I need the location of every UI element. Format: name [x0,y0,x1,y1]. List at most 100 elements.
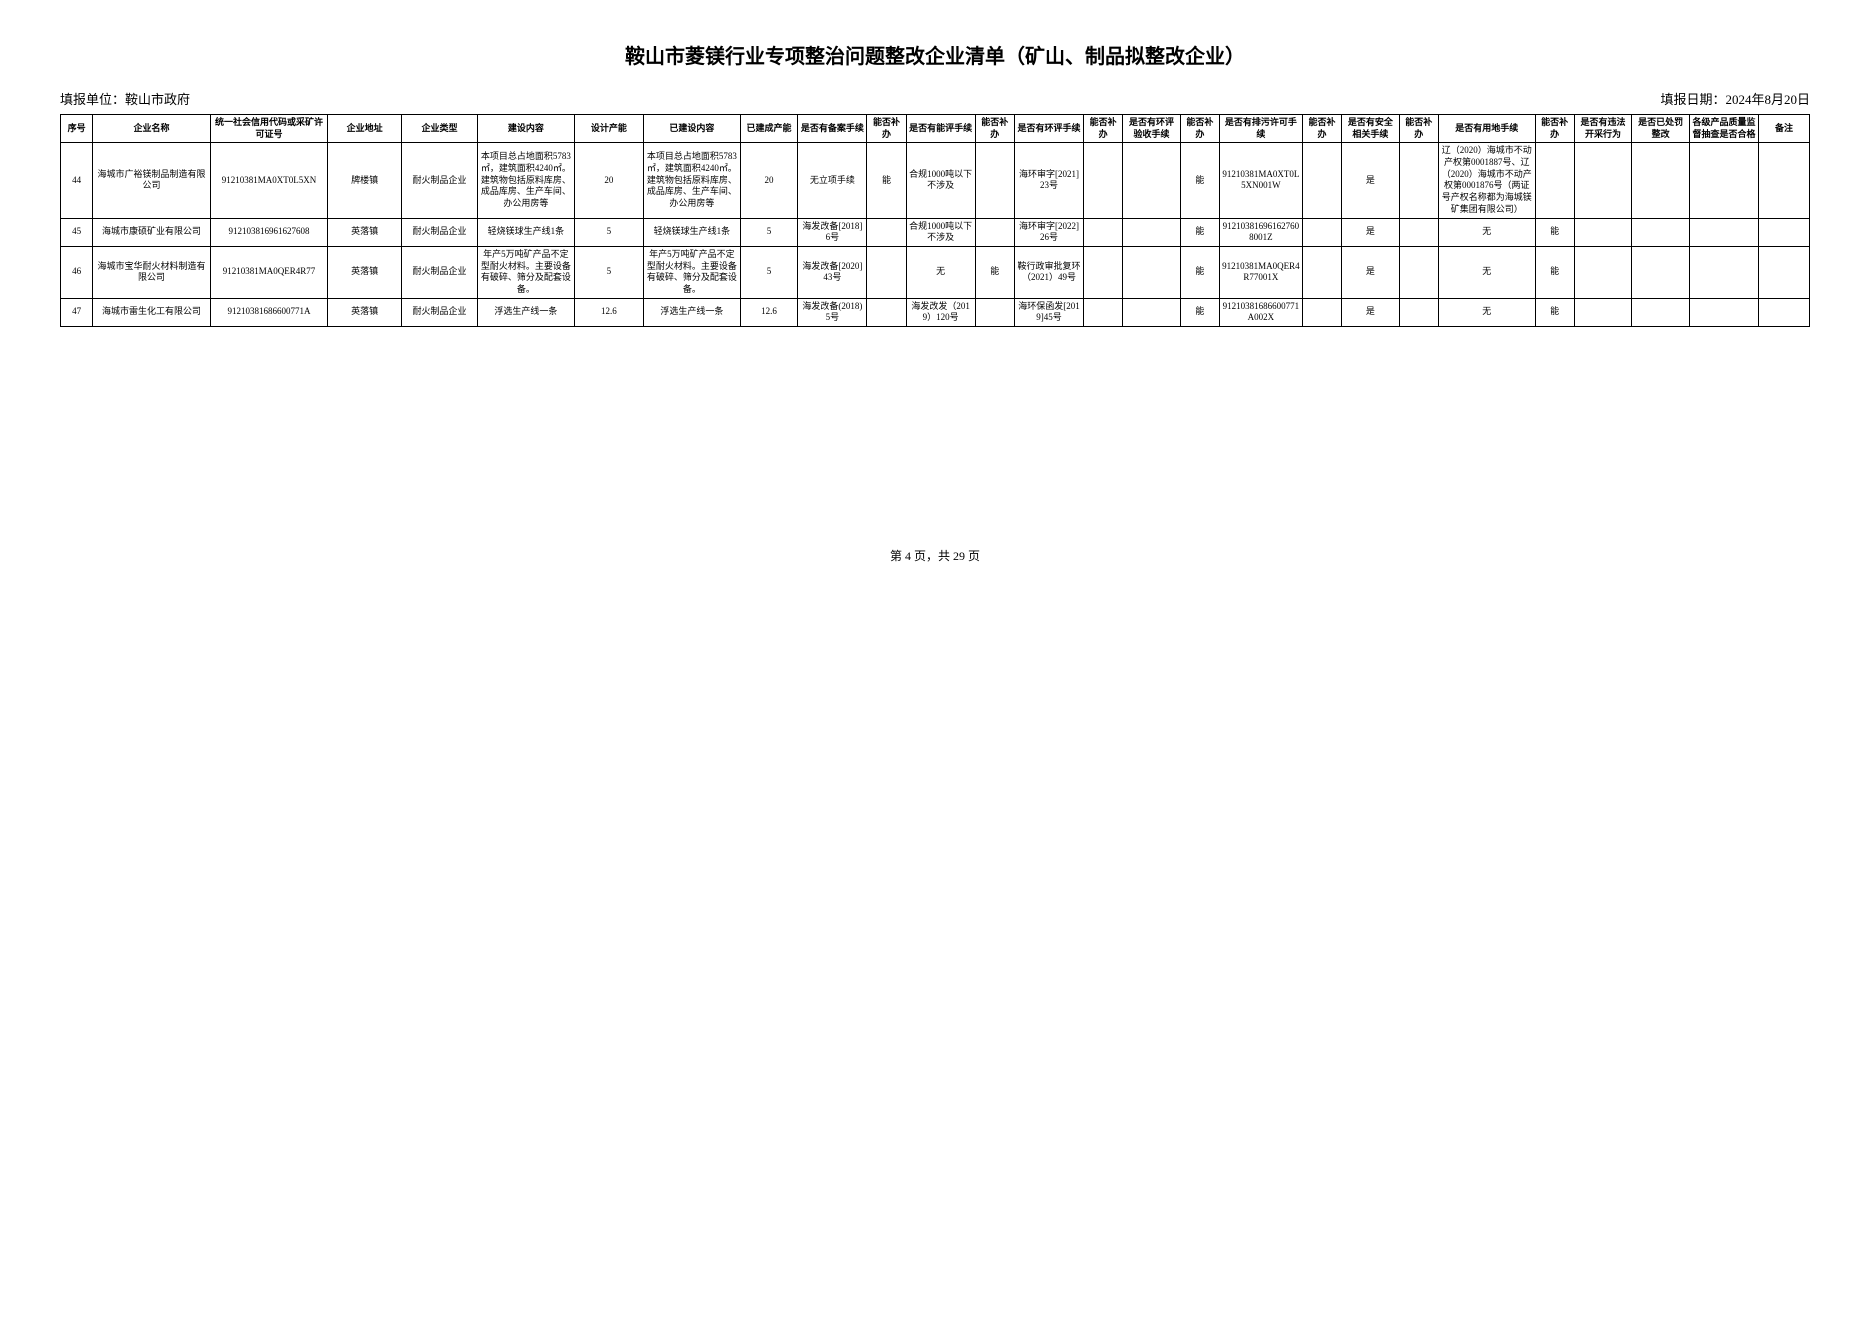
cell-nb3 [1084,218,1123,246]
cell-nb1 [867,298,906,326]
cell-cfzg [1632,246,1690,298]
cell-nb3 [1084,298,1123,326]
cell-np: 合规1000吨以下不涉及 [906,218,975,246]
cell-np: 合规1000吨以下不涉及 [906,143,975,218]
cell-aq: 是 [1342,143,1400,218]
cell-addr: 英落镇 [328,246,402,298]
col-ba: 是否有备案手续 [798,115,867,143]
cell-name: 海城市宝华耐火材料制造有限公司 [93,246,211,298]
cell-jsnr: 浮选生产线一条 [478,298,575,326]
cell-zljd [1689,298,1758,326]
cell-nb4: 能 [1180,218,1219,246]
cell-yd: 无 [1438,298,1535,326]
cell-wfkc [1574,246,1632,298]
cell-yjcn: 12.6 [740,298,798,326]
cell-yjs: 轻烧镁球生产线1条 [643,218,740,246]
cell-addr: 牌楼镇 [328,143,402,218]
col-nb5: 能否补办 [1302,115,1341,143]
cell-nb7 [1535,143,1574,218]
cell-yjcn: 20 [740,143,798,218]
col-nb1: 能否补办 [867,115,906,143]
cell-hys [1123,298,1181,326]
report-date: 填报日期：2024年8月20日 [1660,89,1810,108]
cell-yjcn: 5 [740,218,798,246]
cell-seq: 45 [61,218,93,246]
col-np: 是否有能评手续 [906,115,975,143]
cell-code: 912103816961627608 [210,218,328,246]
cell-nb6 [1399,218,1438,246]
cell-seq: 44 [61,143,93,218]
cell-jsnr: 轻烧镁球生产线1条 [478,218,575,246]
cell-aq: 是 [1342,298,1400,326]
cell-etype: 耐火制品企业 [402,246,478,298]
cell-name: 海城市雷生化工有限公司 [93,298,211,326]
rectification-table: 序号 企业名称 统一社会信用代码或采矿许可证号 企业地址 企业类型 建设内容 设… [60,114,1810,327]
cell-nb5 [1302,143,1341,218]
cell-nb3 [1084,143,1123,218]
cell-bz [1759,246,1810,298]
cell-nb7: 能 [1535,246,1574,298]
cell-pw: 912103816961627608001Z [1219,218,1302,246]
cell-nb7: 能 [1535,218,1574,246]
cell-nb6 [1399,246,1438,298]
cell-zljd [1689,246,1758,298]
col-bz: 备注 [1759,115,1810,143]
col-pw: 是否有排污许可手续 [1219,115,1302,143]
page-footer: 第 4 页，共 29 页 [60,547,1810,564]
cell-nb6 [1399,143,1438,218]
col-nb3: 能否补办 [1084,115,1123,143]
page-title: 鞍山市菱镁行业专项整治问题整改企业清单（矿山、制品拟整改企业） [60,40,1810,69]
cell-jsnr: 本项目总占地面积5783㎡，建筑面积4240㎡。建筑物包括原料库房、成品库房、生… [478,143,575,218]
cell-wfkc [1574,218,1632,246]
col-cfzg: 是否已处罚整改 [1632,115,1690,143]
cell-np: 无 [906,246,975,298]
cell-yd: 无 [1438,246,1535,298]
cell-ba: 无立项手续 [798,143,867,218]
col-nb2: 能否补办 [975,115,1014,143]
cell-yjs: 年产5万吨矿产品不定型耐火材料。主要设备有破碎、筛分及配套设备。 [643,246,740,298]
cell-name: 海城市康硕矿业有限公司 [93,218,211,246]
cell-pw: 91210381MA0XT0L5XN001W [1219,143,1302,218]
cell-addr: 英落镇 [328,298,402,326]
col-aq: 是否有安全相关手续 [1342,115,1400,143]
col-name: 企业名称 [93,115,211,143]
cell-nb1 [867,246,906,298]
table-row: 45海城市康硕矿业有限公司912103816961627608英落镇耐火制品企业… [61,218,1810,246]
col-jsnr: 建设内容 [478,115,575,143]
table-header-row: 序号 企业名称 统一社会信用代码或采矿许可证号 企业地址 企业类型 建设内容 设… [61,115,1810,143]
cell-nb5 [1302,218,1341,246]
cell-nb4: 能 [1180,143,1219,218]
cell-nb2 [975,143,1014,218]
cell-np: 海发改发（2019）120号 [906,298,975,326]
cell-yd: 无 [1438,218,1535,246]
cell-zljd [1689,143,1758,218]
cell-hp: 海环审字[2022]26号 [1014,218,1083,246]
cell-yjs: 浮选生产线一条 [643,298,740,326]
col-code: 统一社会信用代码或采矿许可证号 [210,115,328,143]
cell-nb6 [1399,298,1438,326]
table-row: 44海城市广裕镁制品制造有限公司91210381MA0XT0L5XN牌楼镇耐火制… [61,143,1810,218]
col-seq: 序号 [61,115,93,143]
cell-ba: 海发改备[2020]43号 [798,246,867,298]
cell-hys [1123,246,1181,298]
cell-hys [1123,143,1181,218]
col-nb7: 能否补办 [1535,115,1574,143]
cell-nb2 [975,298,1014,326]
cell-sjcn: 5 [574,218,643,246]
cell-sjcn: 20 [574,143,643,218]
table-row: 47海城市雷生化工有限公司91210381686600771A英落镇耐火制品企业… [61,298,1810,326]
cell-jsnr: 年产5万吨矿产品不定型耐火材料。主要设备有破碎、筛分及配套设备。 [478,246,575,298]
cell-nb4: 能 [1180,298,1219,326]
cell-nb5 [1302,298,1341,326]
header-row: 填报单位：鞍山市政府 填报日期：2024年8月20日 [60,89,1810,108]
cell-etype: 耐火制品企业 [402,143,478,218]
cell-hp: 鞍行政审批复环（2021）49号 [1014,246,1083,298]
cell-etype: 耐火制品企业 [402,298,478,326]
cell-bz [1759,298,1810,326]
cell-bz [1759,143,1810,218]
cell-yjs: 本项目总占地面积5783㎡，建筑面积4240㎡。建筑物包括原料库房、成品库房、生… [643,143,740,218]
cell-cfzg [1632,218,1690,246]
cell-zljd [1689,218,1758,246]
cell-nb7: 能 [1535,298,1574,326]
cell-nb2: 能 [975,246,1014,298]
